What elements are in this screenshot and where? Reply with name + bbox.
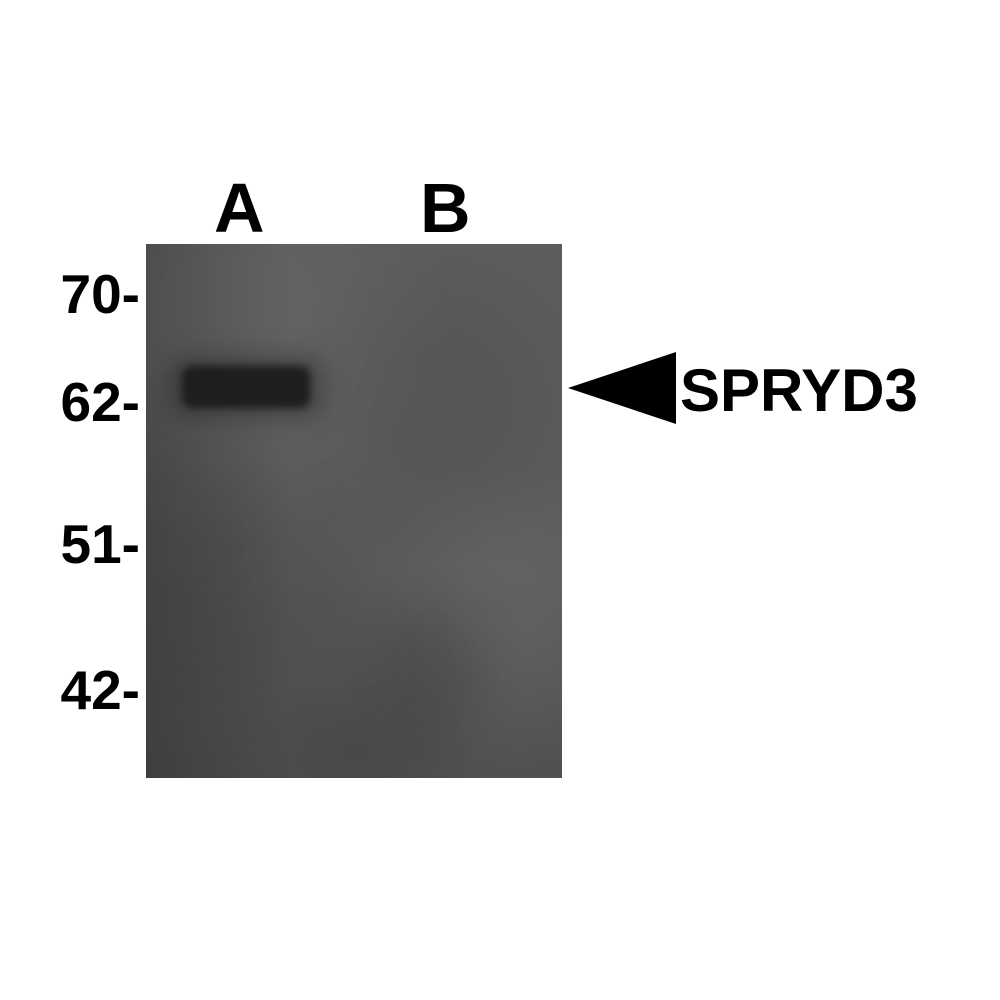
blot-smudge xyxy=(300,720,440,778)
western-blot-figure: A B 70- 62- 51- 42- SPRYD3 xyxy=(0,0,1000,1000)
mw-marker-70: 70- xyxy=(0,262,140,326)
blot-membrane xyxy=(146,244,562,778)
blot-noise-overlay xyxy=(146,244,562,778)
blot-smudge xyxy=(380,610,480,730)
mw-marker-62: 62- xyxy=(0,370,140,434)
protein-band xyxy=(182,366,310,408)
band-annotation-label: SPRYD3 xyxy=(680,356,918,425)
mw-marker-51: 51- xyxy=(0,512,140,576)
band-arrow-icon xyxy=(568,352,676,424)
lane-label-a: A xyxy=(214,168,265,248)
mw-marker-42: 42- xyxy=(0,658,140,722)
lane-label-b: B xyxy=(420,168,471,248)
